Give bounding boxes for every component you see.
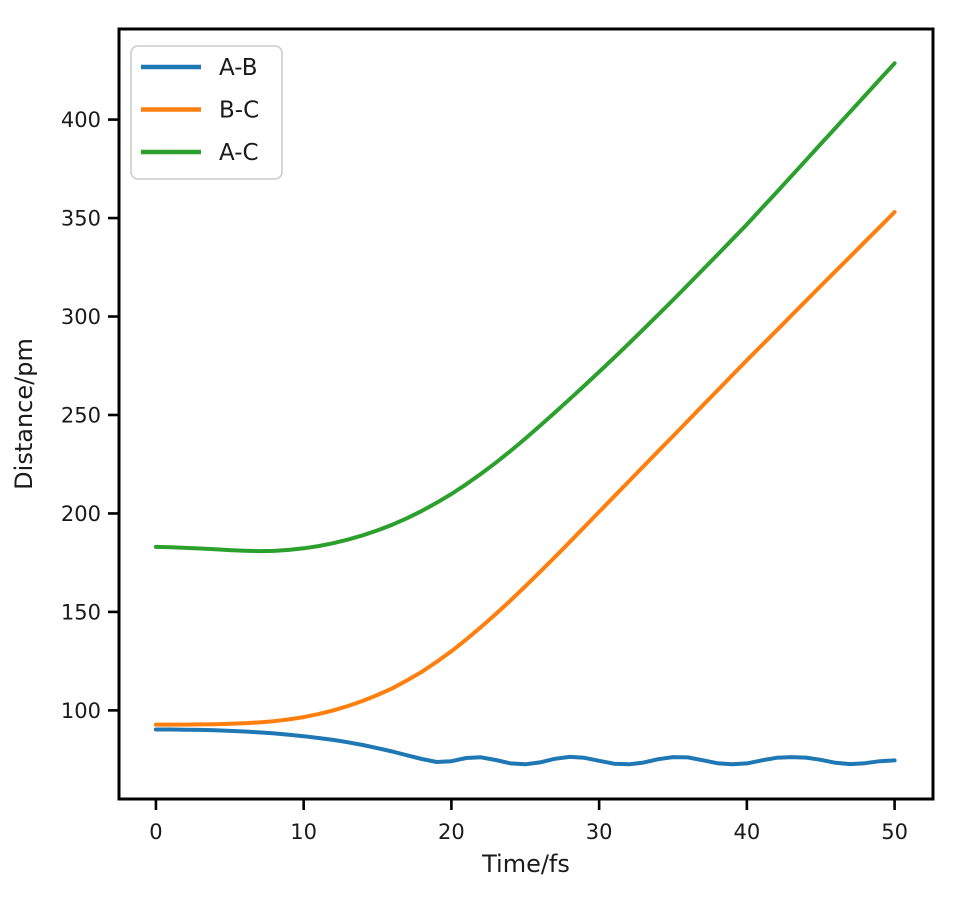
legend-label-a-c: A-C <box>219 140 259 166</box>
y-tick-label: 100 <box>61 699 101 723</box>
x-axis-label: Time/fs <box>481 850 570 878</box>
legend-label-a-b: A-B <box>219 55 258 81</box>
y-tick-label: 200 <box>61 502 101 526</box>
x-tick-label: 0 <box>149 820 162 844</box>
series-line-a-b <box>153 727 897 767</box>
x-tick-label: 40 <box>733 820 760 844</box>
y-tick-label: 400 <box>61 108 101 132</box>
y-tick-label: 300 <box>61 305 101 329</box>
series-line-a-c <box>153 61 897 554</box>
y-axis-label: Distance/pm <box>10 338 38 490</box>
legend-box <box>130 45 283 180</box>
y-tick-label: 150 <box>61 600 101 624</box>
x-tick-label: 50 <box>881 820 908 844</box>
y-tick-label: 250 <box>61 403 101 427</box>
legend-label-b-c: B-C <box>219 98 259 124</box>
x-tick-label: 10 <box>290 820 317 844</box>
y-tick-label: 350 <box>61 207 101 231</box>
series-line-b-c <box>153 210 897 727</box>
x-tick-label: 20 <box>438 820 465 844</box>
plot-frame <box>117 27 935 801</box>
x-tick-label: 30 <box>586 820 613 844</box>
